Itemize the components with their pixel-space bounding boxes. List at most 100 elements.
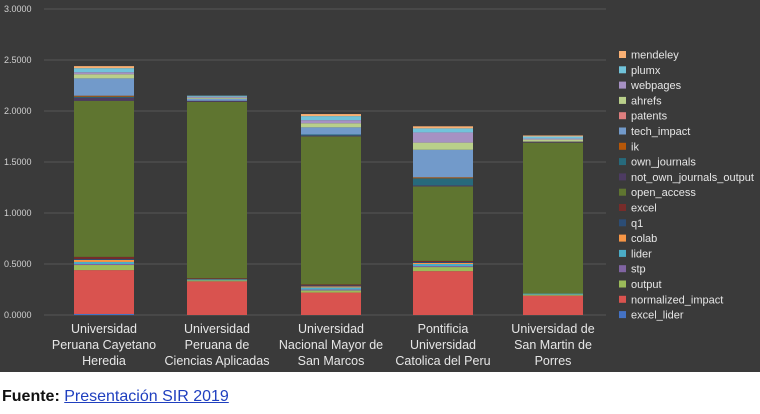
bar-segment-not_own_journals_output [301,135,361,137]
bar-segment-q1 [413,261,473,263]
bar-segment-plumx [413,128,473,133]
bar-segment-plumx [187,95,247,97]
legend-label-excel: excel [631,203,657,215]
bar-segment-ahrefs [523,139,583,142]
legend-label-plumx: plumx [631,65,661,77]
y-tick-label: 3.0000 [4,4,32,14]
bar-segment-own_journals [301,134,361,136]
legend-label-colab: colab [631,233,657,245]
bar-segment-output [523,294,583,296]
x-category-label: San Martin de [514,338,592,352]
legend-swatch-normalized_impact [619,295,626,303]
source-label: Fuente: [2,388,60,405]
x-category-label: Peruana de [185,338,250,352]
bar-segment-open_access [74,100,134,257]
x-category-label: Ciencias Aplicadas [165,354,270,368]
legend-label-not_own_journals_output: not_own_journals_output [631,172,754,184]
legend-swatch-not_own_journals_output [619,173,626,181]
x-category-label: Heredia [82,354,126,368]
bar-segment-ahrefs [301,123,361,128]
bar-segment-open_access [413,186,473,261]
x-category-label: Catolica del Peru [395,354,490,368]
bar-segment-plumx [74,68,134,73]
y-tick-label: 2.5000 [4,55,32,65]
legend-label-excel_lider: excel_lider [631,310,684,322]
y-tick-label: 1.5000 [4,157,32,167]
bar-segment-tech_impact [187,98,247,101]
y-tick-label: 2.0000 [4,106,32,116]
bar-segment-webpages [301,120,361,124]
bar-segment-mendeley [413,126,473,129]
bar-segment-open_access [523,142,583,294]
bar-segment-not_own_journals_output [187,100,247,102]
bar-segment-open_access [187,101,247,279]
legend-label-normalized_impact: normalized_impact [631,294,723,306]
bar-segment-output [301,290,361,293]
bar-segment-excel [301,284,361,286]
bar-segment-colab [301,286,361,288]
y-tick-label: 1.0000 [4,208,32,218]
bar-segment-normalized_impact [74,270,134,314]
legend-swatch-ik [619,142,626,150]
x-category-label: Universidad [410,338,476,352]
bar-segment-lider [187,279,247,281]
legend-label-webpages: webpages [630,80,682,92]
bar-segment-colab [74,259,134,262]
bar-segment-excel [413,260,473,262]
legend-swatch-ahrefs [619,96,626,104]
bar-segment-ik [74,95,134,97]
bar-segment-webpages [413,132,473,143]
x-category-label: Universidad de [511,322,594,336]
stacked-bar-chart: 0.0000 0.5000 1.0000 1.5000 2.0000 2.5000 3.00… [0,0,760,372]
bar-segment-normalized_impact [413,271,473,315]
bar-segment-stp [413,266,473,268]
legend-label-ahrefs: ahrefs [631,95,662,107]
legend-swatch-q1 [619,219,626,227]
x-category-label: Pontificia [418,322,469,336]
bar-segment-stp [301,289,361,291]
legend-swatch-excel_lider [619,311,626,319]
bar-segment-output [74,265,134,271]
legend-label-stp: stp [631,264,646,276]
bar-segment-normalized_impact [187,281,247,315]
bar-segment-ahrefs [413,142,473,150]
bar-segment-tech_impact [74,78,134,96]
bar-segment-output [187,280,247,282]
bar-segment-webpages [523,138,583,140]
bar-segment-own_journals [413,178,473,186]
x-category-label: San Marcos [298,354,365,368]
y-tick-label: 0.0000 [4,310,32,320]
x-category-label: Universidad [71,322,137,336]
legend-label-patents: patents [631,111,668,123]
legend-swatch-open_access [619,188,626,196]
source-link[interactable]: Presentación SIR 2019 [64,388,229,405]
legend-label-tech_impact: tech_impact [631,126,690,138]
bar-segment-tech_impact [301,127,361,135]
bar-segment-stp [74,264,134,266]
legend-swatch-own_journals [619,158,626,166]
bar-segment-excel [74,256,134,259]
legend-label-output: output [631,279,662,291]
bar-segment-open_access [301,136,361,285]
x-category-label: Peruana Cayetano [52,338,156,352]
bar-segment-lider [74,261,134,264]
bar-segment-mendeley [301,114,361,117]
legend-swatch-patents [619,112,626,120]
source-caption: Fuente: Presentación SIR 2019 [2,388,229,406]
legend-swatch-plumx [619,66,626,74]
legend-label-own_journals: own_journals [631,157,696,169]
legend-swatch-lider [619,249,626,257]
bar-segment-not_own_journals_output [413,185,473,187]
x-category-label: Universidad [184,322,250,336]
bar-segment-not_own_journals_output [523,141,583,143]
legend-swatch-mendeley [619,51,626,58]
legend-label-open_access: open_access [631,187,696,199]
bar-segment-not_own_journals_output [74,97,134,101]
bar-segment-output [413,267,473,272]
legend-swatch-webpages [619,81,626,89]
bar-segment-colab [413,262,473,264]
bar-segment-q1 [74,258,134,260]
bar-segment-plumx [523,136,583,139]
legend-swatch-output [619,280,626,288]
y-tick-label: 0.5000 [4,259,32,269]
